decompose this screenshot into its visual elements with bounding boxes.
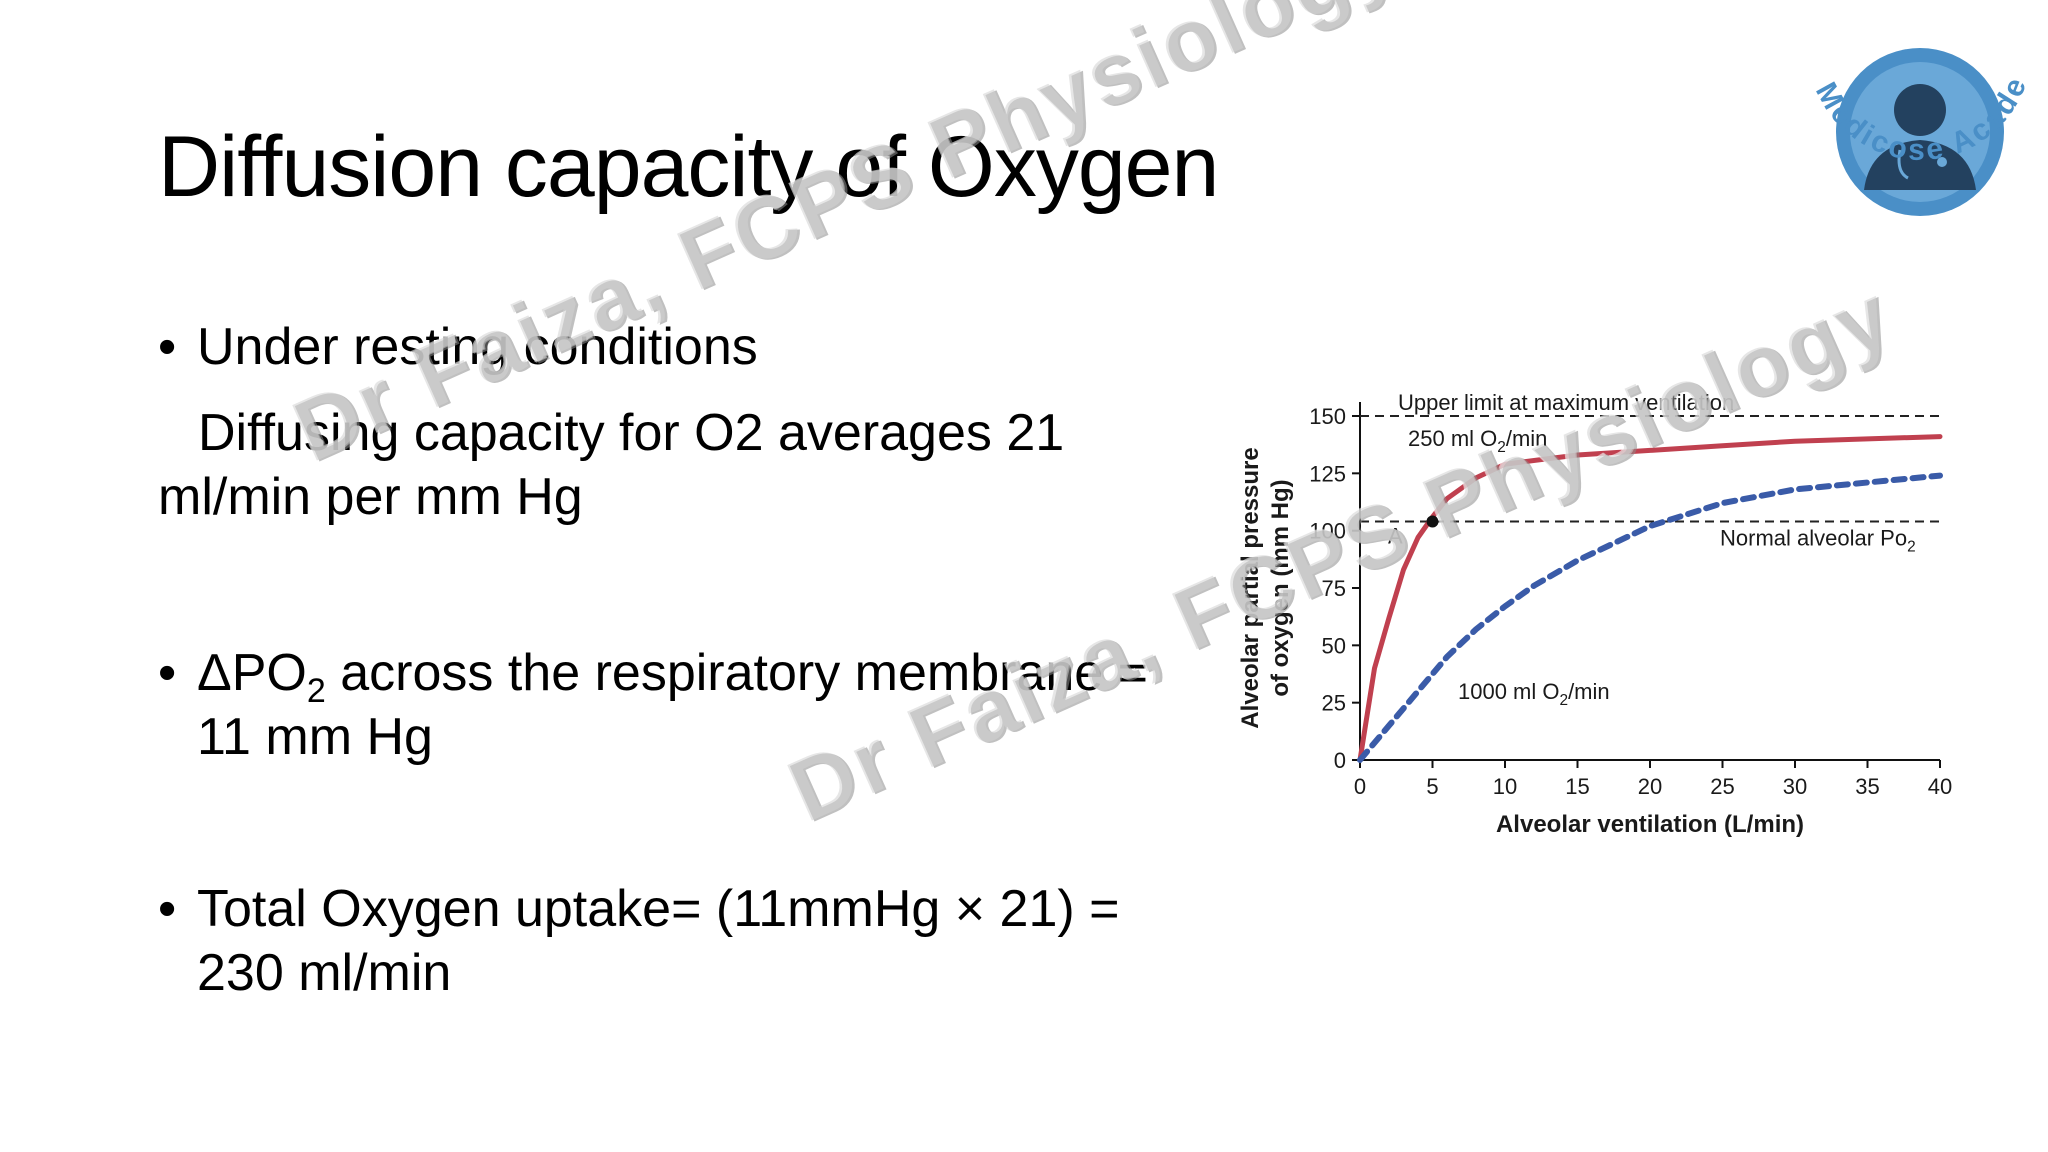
bullet-delta-po2-line1: ΔPO2 across the respiratory membrane =: [197, 640, 1148, 712]
y-tick-label: 150: [1309, 404, 1346, 429]
point-a-label: A: [1388, 523, 1403, 548]
reference-label-normal-po2: Normal alveolar Po2: [1720, 525, 1916, 555]
x-tick-label: 25: [1710, 774, 1734, 799]
x-tick-label: 35: [1855, 774, 1879, 799]
doctor-avatar-icon: [1836, 48, 2004, 216]
y-tick-label: 25: [1322, 691, 1346, 716]
bullet-total-uptake-line2: 230 ml/min: [197, 944, 452, 1002]
series-line-0: [1357, 434, 1943, 763]
y-tick-label: 75: [1322, 576, 1346, 601]
medicose-academics-logo: Medicose Academics: [1772, 22, 2031, 216]
bullet-total-uptake-line1: Total Oxygen uptake= (11mmHg × 21) =: [197, 880, 1120, 938]
bullet-marker: •: [158, 644, 177, 702]
reference-label-upper-limit: Upper limit at maximum ventilation: [1398, 390, 1734, 415]
y-tick-label: 100: [1309, 519, 1346, 544]
point-a-marker: [1426, 515, 1439, 528]
delta-po2-rest: across the respiratory membrane =: [325, 644, 1149, 702]
x-tick-label: 20: [1638, 774, 1662, 799]
x-axis-label: Alveolar ventilation (L/min): [1496, 811, 1804, 838]
bullet-resting-line3: ml/min per mm Hg: [158, 468, 583, 526]
oxygen-ventilation-chart: 0 25 50 75 100 125 150 0 5 10 15 20 25 30 35 40 Upper li…: [1237, 390, 1952, 838]
x-tick-label: 5: [1426, 774, 1438, 799]
y-axis-label-line1: Alveolar partial pressure: [1237, 447, 1264, 728]
series-line-1: [1357, 472, 1943, 763]
bullet-resting-line1: Under resting conditions: [197, 318, 758, 376]
series-label-1000: 1000 ml O2/min: [1458, 679, 1610, 709]
x-tick-label: 10: [1493, 774, 1517, 799]
bullet-delta-po2-line2: 11 mm Hg: [197, 708, 433, 766]
x-tick-label: 30: [1783, 774, 1807, 799]
slide-title: Diffusion capacity of Oxygen: [158, 119, 1219, 215]
delta-po-text: ΔPO: [197, 644, 307, 702]
series-label-250: 250 ml O2/min: [1408, 426, 1547, 456]
y-tick-label: 0: [1334, 748, 1346, 773]
subscript-2: 2: [306, 672, 326, 710]
bullet-marker: •: [158, 880, 177, 938]
bullet-marker: •: [158, 318, 177, 376]
y-tick-label: 125: [1309, 461, 1346, 486]
x-tick-label: 0: [1354, 774, 1366, 799]
x-tick-label: 40: [1928, 774, 1952, 799]
bullet-resting-line2: Diffusing capacity for O2 averages 21: [198, 404, 1065, 462]
y-tick-label: 50: [1322, 633, 1346, 658]
y-axis-label-line2: of oxygen (mm Hg): [1267, 479, 1294, 696]
x-tick-label: 15: [1565, 774, 1589, 799]
